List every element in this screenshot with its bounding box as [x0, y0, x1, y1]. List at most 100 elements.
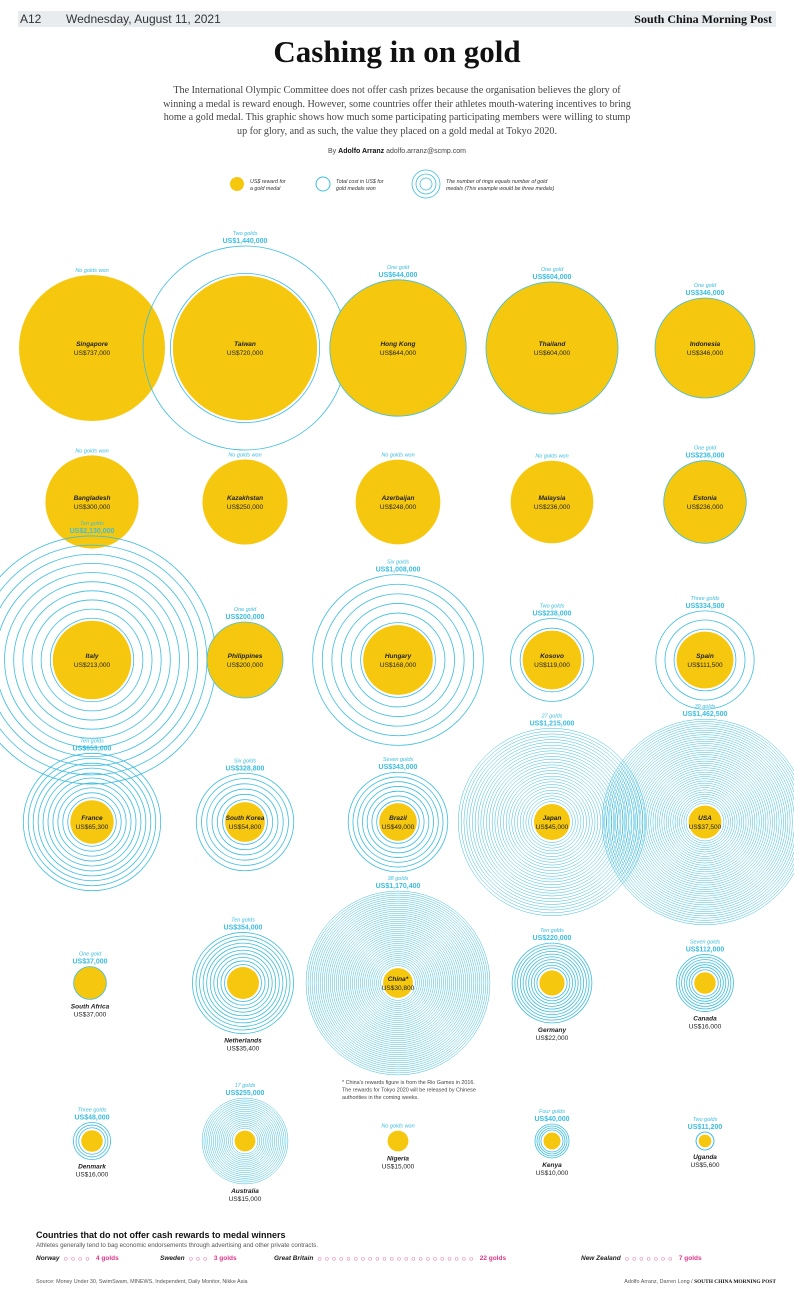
gold-ring — [665, 782, 745, 862]
legend-gold-icon — [230, 177, 244, 191]
no-cash-country: New Zealand — [581, 1255, 621, 1262]
gold-ring — [511, 781, 593, 863]
gold-ring — [222, 1118, 268, 1164]
gold-ring — [663, 780, 747, 864]
gold-ring — [635, 752, 775, 892]
gold-ring — [503, 773, 601, 871]
gold-ring — [643, 760, 767, 884]
gold-ring — [673, 628, 737, 692]
gold-ring — [342, 927, 454, 1039]
gold-ring — [366, 951, 430, 1015]
no-cash-item: Great Britain ○ ○ ○ ○ ○ ○ ○ ○ ○ ○ ○ ○ ○ … — [274, 1254, 506, 1263]
gold-ring — [483, 753, 621, 891]
golds-count-label: No golds won — [381, 1124, 414, 1130]
gold-ring — [540, 1129, 564, 1153]
no-cash-list: Norway ○ ○ ○ ○ 4 golds Sweden ○ ○ ○ 3 go… — [36, 1254, 776, 1266]
gold-ring — [489, 759, 615, 885]
golds-count-label: One gold — [387, 265, 410, 271]
no-cash-title: Countries that do not offer cash rewards… — [36, 1230, 286, 1240]
country-bubble: Singapore US$737,000 No golds won — [19, 268, 165, 421]
byline-email: adolfo.arranz@scmp.com — [386, 148, 466, 155]
reward-bubble — [383, 968, 413, 998]
reward-value: US$49,000 — [382, 824, 415, 831]
gold-ring — [505, 775, 599, 869]
no-cash-country: Sweden — [160, 1255, 185, 1262]
gold-ring — [519, 627, 585, 693]
gold-ring — [364, 949, 432, 1017]
country-name: Hungary — [385, 653, 412, 660]
gold-ring — [362, 786, 434, 858]
gold-ring — [356, 941, 440, 1025]
gold-ring — [676, 793, 734, 851]
gold-ring — [206, 783, 284, 861]
gold-ring — [42, 772, 142, 872]
gold-ring — [619, 736, 791, 908]
gold-ring — [67, 797, 117, 847]
gold-ring — [522, 792, 582, 852]
gold-ring — [374, 959, 422, 1007]
gold-ring — [75, 1124, 109, 1158]
reward-bubble — [206, 621, 284, 699]
gold-ring — [519, 789, 585, 855]
gold-ring — [536, 1125, 568, 1157]
reward-value: US$200,000 — [227, 662, 264, 669]
golds-count-label: 38 golds — [388, 876, 409, 882]
gold-ring — [668, 785, 742, 859]
reward-bubble — [539, 970, 565, 996]
gold-ring — [615, 732, 794, 912]
gold-ring — [209, 949, 277, 1017]
gold-ring — [213, 953, 273, 1013]
no-cash-golds: 4 golds — [95, 1255, 119, 1262]
gold-ring — [344, 929, 452, 1037]
gold-ring — [663, 460, 747, 544]
gold-ring — [624, 741, 786, 903]
reward-bubble — [543, 1132, 561, 1150]
total-cost-label: US$1,215,000 — [530, 720, 575, 727]
reward-value: US$37,000 — [74, 1011, 107, 1018]
reward-bubble — [379, 803, 417, 841]
country-name: Kazakhstan — [227, 495, 263, 502]
golds-count-label: One gold — [694, 446, 717, 452]
country-name: Philippines — [228, 653, 263, 660]
gold-ring — [681, 798, 729, 846]
gold-ring — [617, 734, 793, 910]
gold-dots: ○ ○ ○ ○ ○ ○ ○ — [624, 1254, 673, 1263]
reward-value: US$15,000 — [382, 1163, 415, 1170]
country-name: France — [81, 815, 103, 822]
total-cost-label: US$255,000 — [226, 1090, 265, 1097]
golds-count-label: Six golds — [387, 560, 410, 566]
no-cash-country: Great Britain — [274, 1255, 314, 1262]
reward-bubble — [52, 620, 132, 700]
gold-ring — [376, 800, 420, 844]
gold-ring — [315, 900, 481, 1066]
golds-count-label: No golds won — [75, 268, 108, 274]
golds-count-label: Ten golds — [80, 738, 104, 744]
reward-value: US$54,800 — [229, 824, 262, 831]
total-cost-label: US$236,000 — [686, 453, 725, 460]
gold-ring — [494, 764, 610, 880]
country-name: Kenya — [542, 1162, 562, 1169]
gold-ring — [610, 727, 794, 917]
gold-ring — [659, 776, 751, 868]
gold-ring — [201, 1097, 289, 1185]
reward-bubble — [363, 625, 433, 695]
gold-ring — [517, 787, 587, 857]
gold-ring — [601, 718, 794, 926]
gold-ring — [226, 1122, 264, 1160]
gold-ring — [510, 618, 594, 702]
gold-ring — [307, 892, 489, 1074]
no-cash-subtitle: Athletes generally tend to bag economic … — [36, 1242, 319, 1249]
reward-value: US$22,000 — [536, 1035, 569, 1042]
reward-bubble — [485, 281, 619, 415]
no-cash-item: New Zealand ○ ○ ○ ○ ○ ○ ○ 7 golds — [581, 1254, 702, 1263]
reward-bubble — [698, 1134, 712, 1148]
no-cash-item: Sweden ○ ○ ○ 3 golds — [160, 1254, 237, 1263]
gold-ring — [477, 747, 627, 897]
country-name: Singapore — [76, 341, 108, 348]
gold-ring — [533, 964, 571, 1002]
golds-count-label: One gold — [541, 267, 564, 273]
